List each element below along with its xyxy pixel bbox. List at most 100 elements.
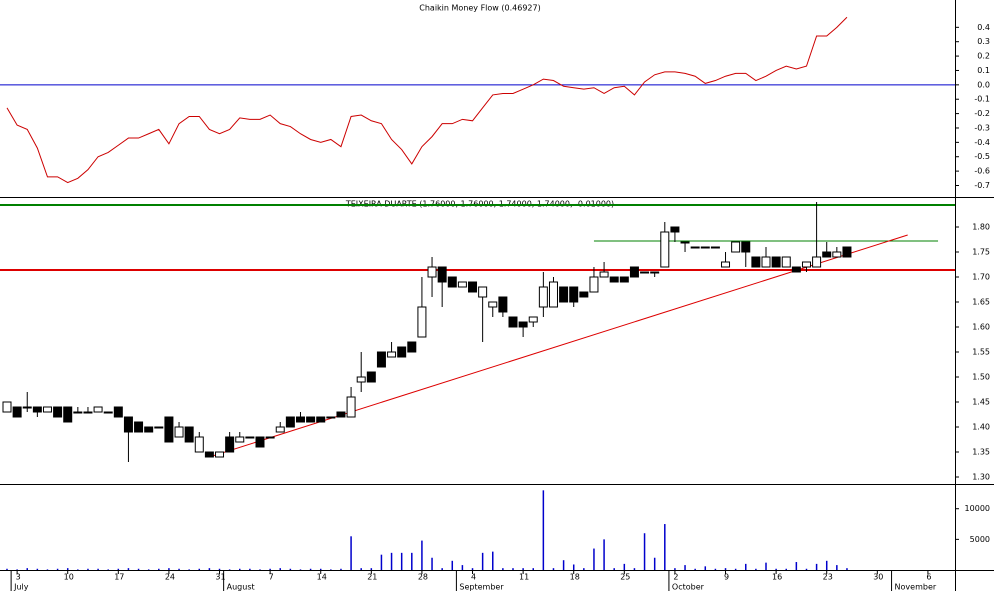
candle-body (285, 416, 295, 428)
candle-body (498, 296, 508, 313)
candle-body (326, 416, 336, 419)
candle-body (761, 256, 771, 268)
volume-bar (734, 568, 737, 570)
volume-bar (309, 568, 312, 570)
y-tick-label: -0.5 (974, 152, 990, 161)
x-tick-label: 21 (367, 573, 377, 582)
candle-body (619, 276, 629, 283)
y-tick-label: 1.70 (972, 273, 990, 282)
y-tick-label: 1.80 (972, 223, 990, 232)
y-tick-label: 0.1 (977, 66, 990, 75)
candle-body (538, 286, 548, 308)
volume-bar (319, 568, 322, 570)
y-tick-label: 1.40 (972, 423, 990, 432)
candle-body (265, 436, 275, 439)
candle-body (751, 256, 761, 268)
volume-bar (77, 569, 79, 570)
volume-bar (441, 568, 443, 570)
month-label: October (672, 583, 705, 591)
candle-body (174, 426, 184, 438)
candle-body (83, 411, 93, 414)
y-tick-label: 1.30 (972, 473, 990, 482)
candle-body (225, 436, 235, 453)
x-tick-label: 11 (519, 573, 529, 582)
candle-body (832, 251, 842, 258)
volume-bar (36, 568, 39, 570)
y-tick-label: 0.4 (977, 23, 990, 32)
candle-body (741, 241, 751, 253)
volume-bar (643, 533, 646, 570)
volume-bar (6, 568, 8, 570)
volume-bar (815, 563, 818, 570)
volume-bar (137, 568, 140, 570)
volume-bar (400, 552, 403, 570)
y-tick-label: 0.2 (977, 52, 990, 61)
volume-bar (633, 568, 636, 570)
candle-body (356, 376, 366, 383)
volume-bar (390, 552, 393, 570)
candle-body (154, 426, 164, 429)
volume-bar (704, 566, 707, 570)
volume-bar (330, 569, 332, 570)
y-tick-label: 1.50 (972, 373, 990, 382)
y-tick-label: -0.6 (974, 167, 990, 176)
candle-body (53, 406, 63, 418)
candle-body (771, 256, 781, 268)
y-tick-label: 1.45 (972, 398, 990, 407)
volume-bar (228, 569, 231, 570)
volume-bar (562, 560, 565, 570)
candle-body (640, 271, 650, 274)
volume-bar (461, 565, 464, 570)
volume-bar (745, 563, 747, 570)
candle-body (842, 246, 852, 258)
y-tick-label: 0.0 (977, 80, 990, 89)
volume-bar (380, 554, 383, 570)
volume-bar (522, 568, 524, 570)
candle-body (12, 406, 22, 418)
cmf-line (6, 16, 848, 184)
candle-body (2, 401, 12, 413)
y-tick-label: 1.55 (972, 348, 990, 357)
x-tick-label: 24 (165, 573, 175, 582)
volume-bar (299, 569, 302, 570)
volume-bar (593, 548, 595, 570)
candle-body (548, 281, 558, 308)
candle-body (589, 276, 599, 293)
volume-bar (411, 552, 413, 570)
x-tick-label: 18 (570, 573, 580, 582)
volume-bar (421, 540, 423, 570)
candle-body (721, 261, 731, 268)
candle-body (184, 426, 194, 443)
volume-bar (208, 568, 211, 570)
candle-body (336, 411, 346, 418)
volume-bar (795, 562, 798, 570)
volume-bar (775, 568, 777, 570)
x-tick-label: 31 (215, 573, 225, 582)
y-tick-label: -0.1 (974, 95, 990, 104)
y-tick-label: 1.35 (972, 448, 990, 457)
volume-bar (249, 568, 251, 570)
candle-body (407, 341, 417, 353)
volume-bar (603, 539, 605, 570)
volume-bar (532, 568, 534, 570)
candle-body (235, 436, 245, 443)
volume-bar (805, 568, 808, 570)
candle-body (660, 231, 670, 268)
candle-body (710, 246, 720, 249)
volume-bar (572, 564, 575, 570)
candle-body (144, 426, 154, 433)
volume-bar (340, 568, 342, 570)
candle-body (245, 436, 255, 439)
volume-bar (107, 569, 109, 570)
candle-body (518, 321, 528, 328)
volume-bar (168, 568, 170, 570)
volume-bar (471, 568, 474, 570)
candle-body (42, 406, 52, 413)
candle-body (447, 276, 457, 288)
candle-body (306, 416, 316, 423)
volume-bar (158, 568, 160, 570)
candle-body (93, 406, 103, 413)
volume-bar (714, 568, 717, 570)
volume-bar (492, 551, 494, 570)
